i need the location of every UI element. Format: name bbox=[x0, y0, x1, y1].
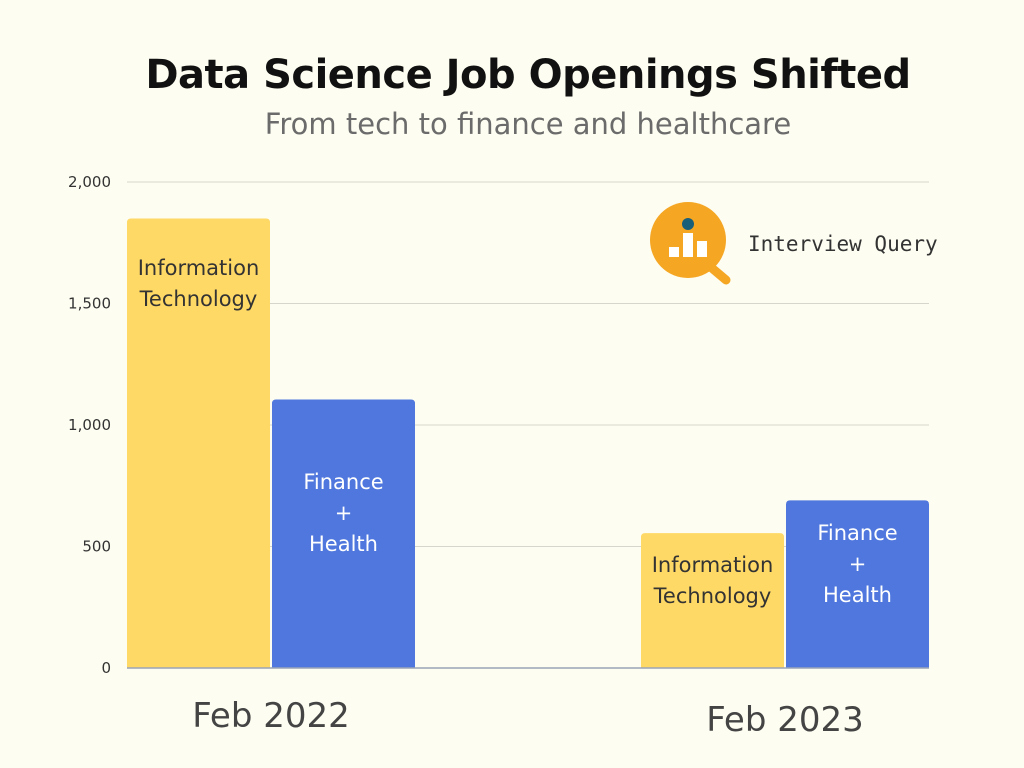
bar-label-line: + bbox=[334, 501, 353, 526]
bar-label-line: Health bbox=[309, 532, 378, 557]
x-tick-label: Feb 2023 bbox=[706, 700, 864, 740]
y-tick-label: 0 bbox=[101, 659, 111, 677]
bar-label: Information Technology bbox=[641, 550, 784, 612]
bar-label: Information Technology bbox=[127, 253, 270, 315]
bar bbox=[641, 533, 784, 668]
brand-logo: Interview Query bbox=[648, 200, 948, 285]
bar-label-line: + bbox=[848, 551, 867, 576]
bar-label-line: Information bbox=[651, 552, 774, 577]
bar-label-line: Technology bbox=[139, 287, 258, 312]
bar-label-line: Health bbox=[823, 582, 892, 607]
y-tick-label: 500 bbox=[82, 538, 111, 556]
bar-label-line: Finance bbox=[303, 470, 384, 495]
bar-label-line: Technology bbox=[653, 583, 772, 608]
bar-label: Finance + Health bbox=[272, 467, 415, 560]
magnifier-bar-chart-icon bbox=[650, 202, 731, 285]
bar bbox=[127, 218, 270, 668]
x-tick-label: Feb 2022 bbox=[192, 696, 350, 736]
bar-label-line: Information bbox=[137, 256, 260, 281]
y-tick-label: 2,000 bbox=[68, 173, 111, 191]
bar-label-line: Finance bbox=[817, 520, 898, 545]
brand-name: Interview Query bbox=[748, 232, 938, 256]
bar-label: Finance + Health bbox=[786, 518, 929, 611]
chart-title: Data Science Job Openings Shifted bbox=[145, 52, 911, 98]
y-tick-label: 1,000 bbox=[68, 416, 111, 434]
y-tick-label: 1,500 bbox=[68, 295, 111, 313]
bar bbox=[272, 399, 415, 668]
chart-subtitle: From tech to finance and healthcare bbox=[264, 107, 792, 141]
bar bbox=[786, 500, 929, 668]
